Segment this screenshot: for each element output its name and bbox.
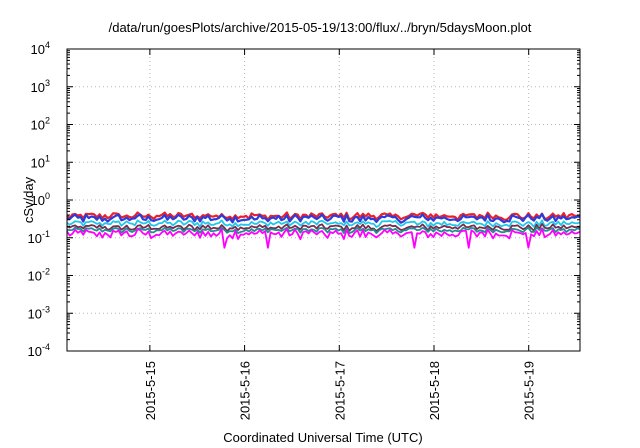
y-tick-label: 10-2 [28,267,50,284]
y-tick-label: 100 [31,191,50,208]
x-axis-label: Coordinated Universal Time (UTC) [223,430,422,445]
y-tick-label: 101 [31,153,50,170]
y-axis-label: cSv/day [21,176,36,223]
y-tick-label: 10-1 [28,229,50,246]
y-tick-label: 10-3 [28,304,50,321]
x-axis-ticks: 2015-5-15 2015-5-16 2015-5-17 2015-5-18 2015… [143,49,537,420]
series-line [66,226,581,234]
series-line [66,223,581,233]
series-line [66,228,581,249]
grid-lines [67,49,580,351]
y-tick-label: 10-4 [28,342,50,359]
x-tick-label: 2015-5-18 [427,361,442,420]
series-line [66,212,581,224]
x-tick-label: 2015-5-17 [332,361,347,420]
y-tick-label: 103 [31,78,50,95]
x-tick-label: 2015-5-15 [143,361,158,420]
series-layer [66,211,581,249]
y-axis-ticks: 10-4 10-3 10-2 10-1 100 101 102 103 104 [28,40,580,359]
x-tick-label: 2015-5-19 [522,361,537,420]
y-tick-label: 104 [31,40,50,57]
x-tick-label: 2015-5-16 [238,361,253,420]
series-line [66,219,581,228]
chart-title: /data/run/goesPlots/archive/2015-05-19/1… [109,20,532,35]
y-tick-label: 102 [31,116,50,133]
